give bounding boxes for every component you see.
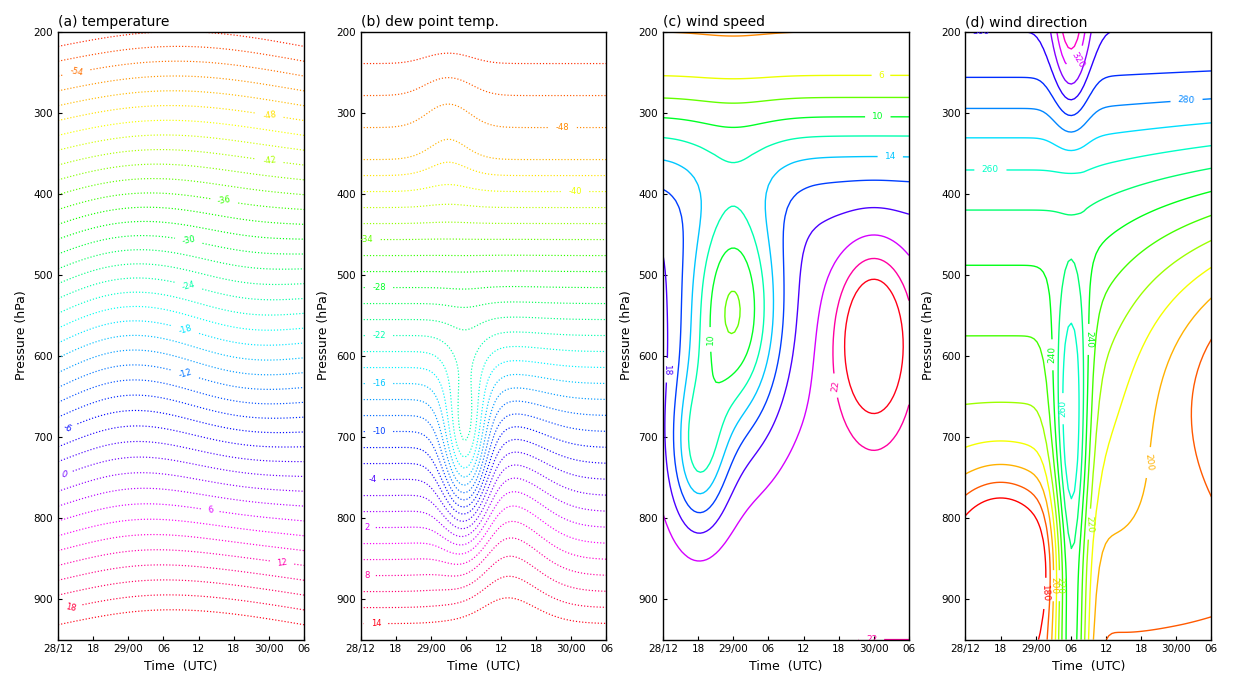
Text: -18: -18 [178,323,194,336]
Text: 6: 6 [878,71,884,80]
Text: -54: -54 [69,67,84,78]
Text: 220: 220 [1055,577,1064,594]
Text: -34: -34 [360,235,374,244]
Text: -42: -42 [263,155,277,166]
Text: 6: 6 [207,506,213,515]
Text: 220: 220 [1084,515,1095,533]
Text: 240: 240 [1084,331,1094,348]
Text: -40: -40 [568,187,582,196]
Text: 180: 180 [1041,585,1051,602]
Text: 12: 12 [276,557,289,568]
Y-axis label: Pressure (hPa): Pressure (hPa) [317,291,330,380]
Text: -12: -12 [178,368,194,380]
Text: 320: 320 [1069,51,1086,70]
Text: -16: -16 [372,379,386,388]
X-axis label: Time  (UTC): Time (UTC) [1052,660,1126,673]
Text: 0: 0 [60,469,68,480]
Text: 8: 8 [364,571,370,580]
Text: -4: -4 [369,475,377,484]
Text: 22: 22 [866,635,877,644]
Text: 10: 10 [872,112,884,121]
Y-axis label: Pressure (hPa): Pressure (hPa) [922,291,936,380]
Text: 14: 14 [371,619,381,628]
Text: (d) wind direction: (d) wind direction [965,15,1088,29]
Text: (c) wind speed: (c) wind speed [663,15,764,29]
Text: 18: 18 [64,602,76,613]
Text: -10: -10 [372,427,386,436]
Text: -48: -48 [556,123,570,132]
Y-axis label: Pressure (hPa): Pressure (hPa) [15,291,28,380]
Text: 14: 14 [884,152,896,161]
Text: 200: 200 [1143,453,1154,471]
X-axis label: Time  (UTC): Time (UTC) [750,660,822,673]
Text: 240: 240 [1048,346,1057,363]
Text: -22: -22 [372,331,386,340]
Text: 280: 280 [1178,96,1195,105]
Text: (a) temperature: (a) temperature [58,15,169,29]
Text: -6: -6 [62,422,73,434]
X-axis label: Time  (UTC): Time (UTC) [446,660,520,673]
Text: -30: -30 [181,235,196,246]
Text: -36: -36 [217,195,232,206]
Text: 10: 10 [705,334,715,345]
Text: -24: -24 [181,279,196,292]
Text: 18: 18 [662,364,672,376]
Text: 260: 260 [1058,400,1068,418]
Text: (b) dew point temp.: (b) dew point temp. [360,15,498,29]
Text: -28: -28 [372,283,386,292]
X-axis label: Time  (UTC): Time (UTC) [144,660,218,673]
Text: 260: 260 [981,166,999,175]
Text: 300: 300 [973,27,990,36]
Text: 200: 200 [1049,577,1058,594]
Text: 22: 22 [830,379,841,391]
Text: 2: 2 [364,523,370,532]
Y-axis label: Pressure (hPa): Pressure (hPa) [620,291,633,380]
Text: -48: -48 [263,109,277,120]
